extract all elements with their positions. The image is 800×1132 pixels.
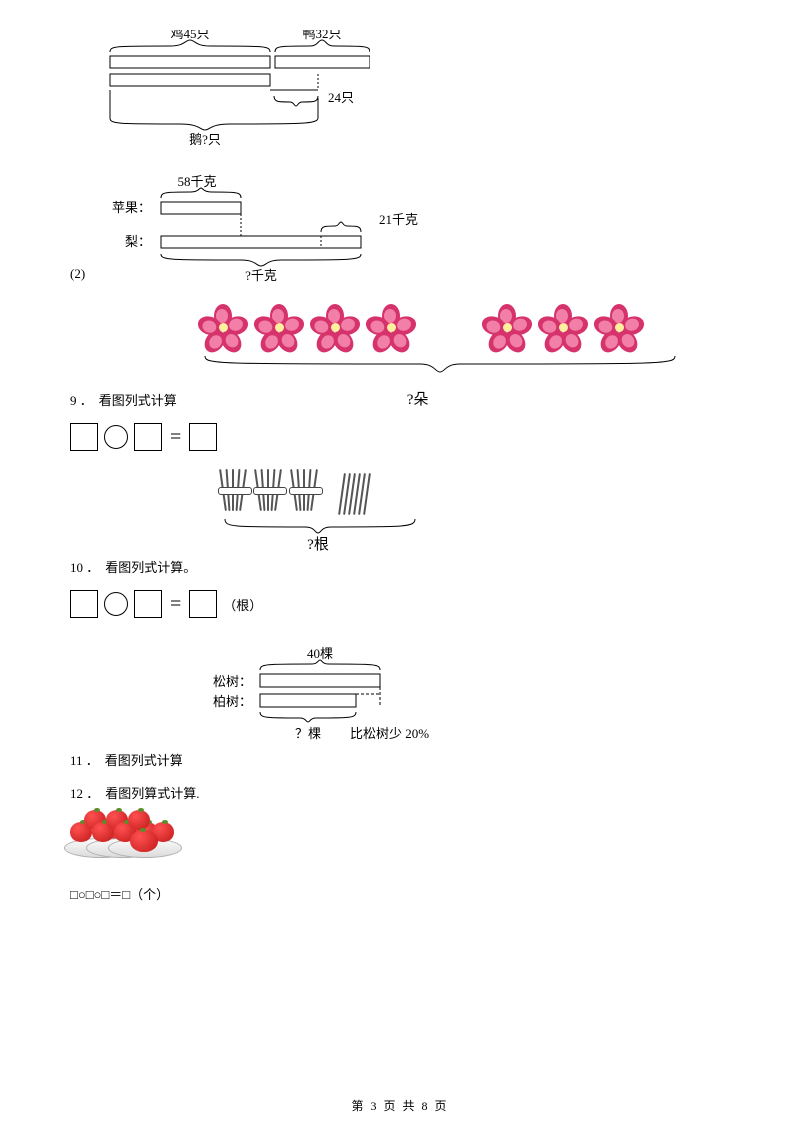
q12-formula: □○□○□＝□（个） (70, 884, 730, 903)
box[interactable] (134, 423, 162, 451)
diagram-apple-pear: (2) 58千克 苹果： 梨： 21千克 ?千克 (70, 174, 730, 284)
apple-value: 58千克 (178, 174, 217, 189)
trees-unknown: ？棵 (295, 726, 321, 741)
op-circle[interactable] (104, 425, 128, 449)
flowers-unknown: ?朵 (407, 388, 429, 409)
q10-row: 10 ． 看图列式计算。 (70, 557, 730, 576)
single-apple (130, 820, 160, 858)
sticks-brace: ?根 (220, 515, 420, 553)
q9-formula: = (70, 423, 730, 451)
q10-text: 看图列式计算。 (105, 557, 196, 576)
q12-text: 看图列算式计算. (105, 783, 199, 802)
box[interactable] (189, 423, 217, 451)
q9-num: 9 ． (70, 390, 93, 409)
trees-less: 比松树少 20% (350, 726, 429, 741)
bundle-group (220, 469, 323, 515)
flower-group-left (200, 304, 414, 350)
under-duck-label: 24只 (328, 90, 354, 105)
diagram-chicken-duck: 鸡45只 鸭32只 24只 鹅?只 (70, 30, 730, 154)
trees-diagram: 40棵 松树： 柏树： ？棵 比松树少 20% (200, 646, 730, 750)
q10-num: 10 ． (70, 557, 99, 576)
pine-value: 40棵 (307, 646, 333, 661)
box[interactable] (70, 423, 98, 451)
box[interactable] (189, 590, 217, 618)
apple-label: 苹果： (112, 200, 151, 215)
sticks-unknown: ?根 (307, 536, 329, 553)
pear-extra: 21千克 (379, 212, 418, 227)
q10-unit: （根） (223, 595, 262, 614)
bar-diagram-1: 鸡45只 鸭32只 24只 鹅?只 (70, 30, 370, 150)
pear-unknown: ?千克 (245, 268, 277, 283)
q9-text: 看图列式计算 (99, 390, 177, 409)
pear-label: 梨： (125, 234, 151, 249)
apples-diagram (64, 820, 730, 858)
duck-label: 鸭32只 (302, 30, 341, 41)
chicken-label: 鸡45只 (170, 30, 209, 41)
single-sticks (341, 473, 368, 515)
box[interactable] (70, 590, 98, 618)
op-circle[interactable] (104, 592, 128, 616)
q11-text: 看图列式计算 (105, 750, 183, 769)
bar-diagram-trees: 40棵 松树： 柏树： ？棵 比松树少 20% (200, 646, 480, 746)
box[interactable] (134, 590, 162, 618)
q2-marker: (2) (70, 266, 85, 282)
sticks-diagram: ?根 (220, 469, 730, 557)
goose-label: 鹅?只 (189, 132, 221, 147)
flowers-brace (200, 350, 680, 390)
eq: = (168, 593, 183, 616)
q11-row: 11 ． 看图列式计算 (70, 750, 730, 769)
bar-diagram-2: 58千克 苹果： 梨： 21千克 ?千克 (91, 174, 421, 284)
q11-num: 11 ． (70, 750, 99, 769)
flowers-diagram (200, 304, 730, 394)
flower-group-right (484, 304, 642, 350)
pine-label: 松树： (213, 674, 252, 689)
q12-row: 12 ． 看图列算式计算. (70, 783, 730, 802)
q10-formula: = （根） (70, 590, 730, 618)
cypress-label: 柏树： (213, 694, 252, 709)
page-footer: 第 3 页 共 8 页 (0, 1097, 800, 1114)
q12-num: 12 ． (70, 783, 99, 802)
eq: = (168, 426, 183, 449)
